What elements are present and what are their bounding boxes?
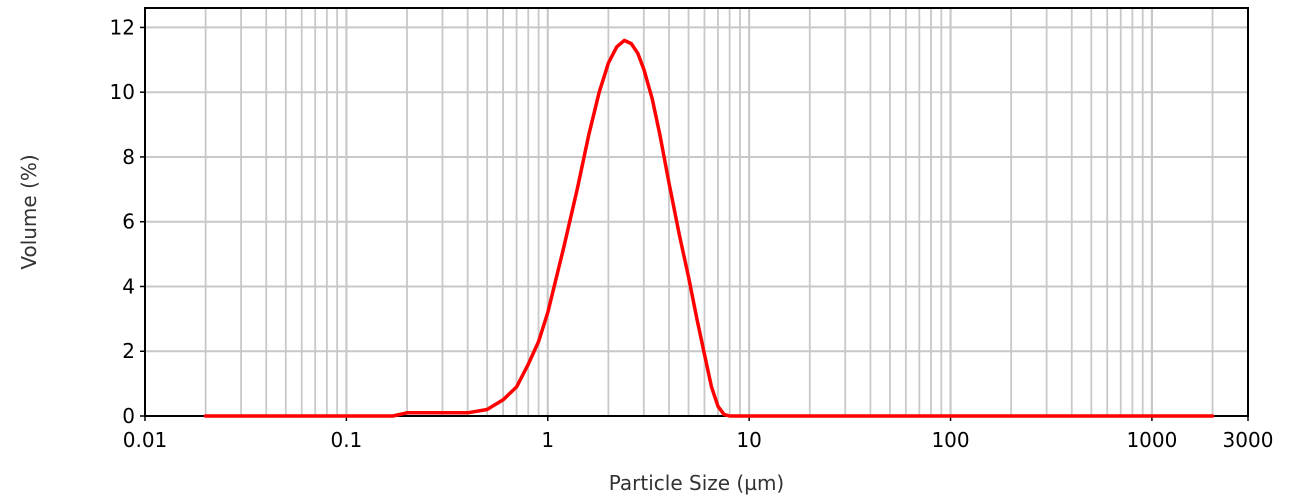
x-tick-labels: 0.01 0.1 1 10 100 1000 3000: [123, 428, 1274, 452]
y-tick-label: 10: [110, 80, 135, 104]
gridlines: [140, 8, 1249, 421]
y-tick-label: 0: [122, 404, 135, 428]
y-tick-label: 12: [110, 15, 135, 39]
series-layer: [203, 38, 1215, 418]
y-tick-label: 2: [122, 339, 135, 363]
y-tick-label: 6: [122, 210, 135, 234]
x-axis-title: Particle Size (µm): [609, 471, 784, 495]
x-tick-label: 0.01: [123, 428, 168, 452]
y-tick-label: 4: [122, 274, 135, 298]
y-tick-labels: 0 2 4 6 8 10 12: [110, 15, 135, 428]
series-line: [203, 38, 1215, 418]
x-tick-label: 100: [931, 428, 969, 452]
x-tick-label: 1: [541, 428, 554, 452]
x-tick-label: 10: [736, 428, 761, 452]
y-tick-label: 8: [122, 145, 135, 169]
x-tick-label: 3000: [1223, 428, 1274, 452]
x-tick-label: 0.1: [330, 428, 362, 452]
x-tick-label: 1000: [1126, 428, 1177, 452]
plot-frame: [144, 7, 1249, 417]
y-axis-title: Volume (%): [17, 154, 41, 269]
